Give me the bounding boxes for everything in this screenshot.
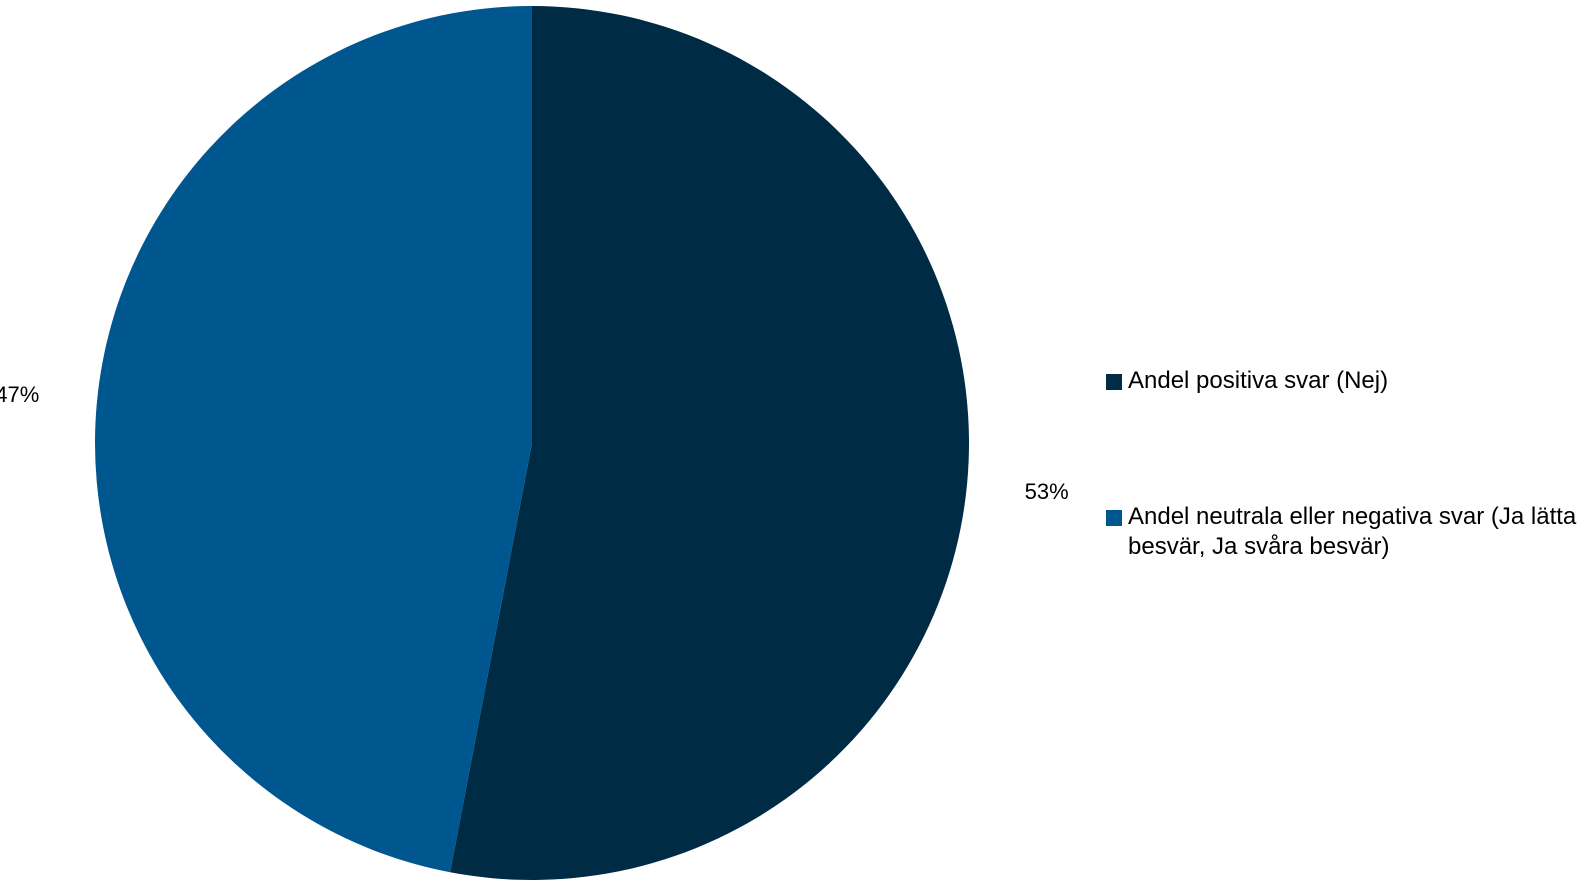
data-label-neutral-negative: 47% — [0, 382, 39, 407]
data-label-positive: 53% — [1025, 479, 1069, 504]
pie-data-labels: 53% 47% — [0, 382, 1069, 504]
pie-slice-neutral-negative — [95, 6, 533, 873]
legend-swatch-neutral-negative — [1106, 510, 1122, 526]
pie-slice-positive — [450, 6, 970, 880]
legend: Andel positiva svar (Nej) Andel neutrala… — [1106, 366, 1586, 562]
legend-label-positive: Andel positiva svar (Nej) — [1128, 367, 1389, 394]
legend-item-positive: Andel positiva svar (Nej) — [1106, 366, 1586, 396]
pie-slices — [95, 6, 970, 880]
legend-swatch-positive — [1106, 374, 1122, 390]
legend-label-neutral-negative: Andel neutrala eller negativa svar (Ja l… — [1128, 503, 1577, 560]
legend-item-neutral-negative: Andel neutrala eller negativa svar (Ja l… — [1106, 502, 1586, 562]
